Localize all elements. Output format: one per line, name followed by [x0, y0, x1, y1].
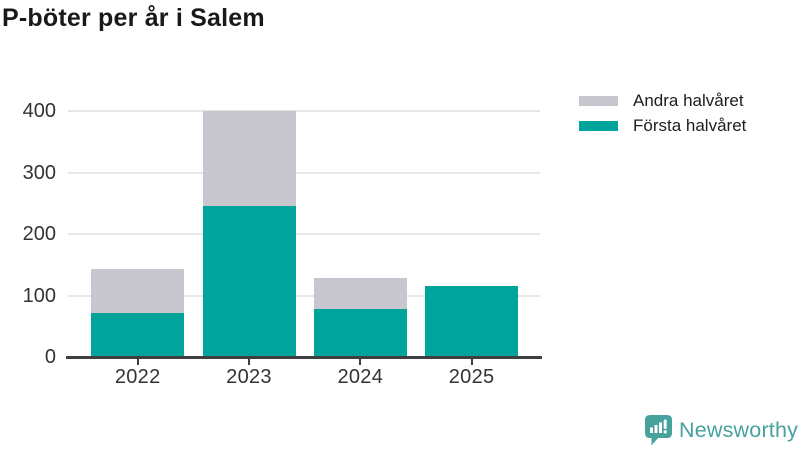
legend-swatch [579, 95, 618, 106]
bar-2022-Andra halvåret [91, 269, 185, 313]
newsworthy-icon [645, 415, 672, 446]
legend-item-Andra halvåret: Andra halvåret [579, 88, 746, 113]
x-axis-label-2024: 2024 [337, 366, 384, 388]
legend-label: Andra halvåret [633, 90, 744, 110]
legend-item-Första halvåret: Första halvåret [579, 113, 746, 138]
logo-bar-tall [659, 422, 662, 433]
gridline-200 [68, 233, 540, 235]
x-tick-2023 [248, 359, 250, 365]
y-axis-label-200: 200 [22, 223, 56, 245]
legend-label: Första halvåret [633, 115, 747, 135]
bar-2024-Första halvåret [313, 309, 407, 357]
gridline-100 [68, 294, 540, 297]
chart-title: P-böter per år i Salem [2, 4, 265, 32]
gridline-300 [68, 171, 540, 174]
logo-exclamation-stem [663, 419, 667, 429]
y-axis-label-400: 400 [22, 100, 56, 122]
legend: Andra halvåret Första halvåret [579, 88, 746, 138]
x-axis-label-2022: 2022 [114, 366, 161, 388]
bar-2022-Första halvåret [91, 312, 185, 357]
x-axis-label-2023: 2023 [226, 366, 272, 388]
bar-2023-Första halvåret [202, 205, 296, 357]
gridline-400 [68, 110, 540, 112]
x-tick-2024 [359, 359, 362, 365]
legend-swatch [579, 120, 618, 131]
y-axis-label-300: 300 [22, 161, 56, 184]
logo-exclamation-dot [663, 430, 667, 434]
x-tick-2022 [136, 359, 139, 365]
y-axis-label-0: 0 [44, 346, 56, 368]
bar-2024-Andra halvåret [313, 278, 407, 310]
bar-2023-Andra halvåret [202, 111, 296, 206]
x-axis-label-2025: 2025 [448, 366, 495, 388]
x-axis-line [66, 356, 542, 359]
logo-bar-mid [654, 425, 658, 433]
bar-2025-Första halvåret [425, 286, 519, 357]
y-axis-label-100: 100 [22, 284, 56, 307]
newsworthy-logo[interactable]: Newsworthy [645, 415, 798, 446]
newsworthy-wordmark: Newsworthy [679, 418, 799, 442]
x-tick-2025 [470, 359, 473, 365]
logo-bar-short [650, 427, 653, 433]
